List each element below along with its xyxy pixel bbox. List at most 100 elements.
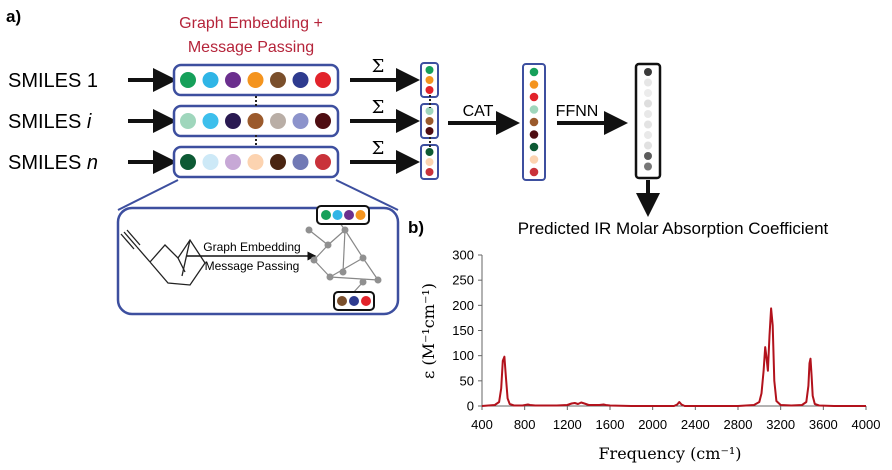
y-tick-label: 250 (452, 273, 474, 288)
pooled-node (425, 107, 434, 115)
smiles-index: i (87, 111, 92, 133)
ffnn-vector (644, 68, 652, 171)
embedding-node (315, 72, 331, 88)
input-rows: SMILES 1 Σ SMILES i Σ SMILES n Σ (8, 56, 420, 179)
inset-top-vector (321, 210, 366, 220)
panel-a: a) Graph Embedding + Message Passing SMI… (6, 7, 662, 316)
x-axis-label: Frequency (cm⁻¹) (598, 444, 741, 463)
pooled-node (425, 76, 434, 84)
embedding-node (225, 113, 241, 129)
cat-label: CAT (463, 103, 494, 120)
y-tick-label: 150 (452, 323, 474, 338)
input-row-1: SMILES 1 Σ (8, 56, 420, 97)
ffnn-node (644, 89, 652, 97)
spectrum-line (481, 307, 866, 407)
x-tick-label: 2000 (638, 417, 667, 432)
embedding-node (270, 154, 286, 170)
zoom-line-right (335, 179, 399, 211)
embedding-node (247, 113, 264, 129)
embedding-node (292, 154, 309, 170)
inset-bottom-vector (337, 296, 371, 306)
pooled-node (425, 86, 434, 94)
embedding-node (202, 72, 219, 88)
cat-node (529, 130, 539, 139)
cat-vector (529, 67, 539, 177)
inset-node (349, 296, 359, 306)
x-tick-label: 3200 (766, 417, 795, 432)
sum-symbol: Σ (372, 138, 385, 159)
inset-node (361, 296, 371, 306)
smiles-label: SMILES i (8, 111, 92, 133)
pooled-node (425, 127, 434, 135)
embedding-node (315, 154, 331, 170)
smiles-prefix: SMILES (8, 152, 87, 174)
pooled-node (425, 66, 434, 74)
embedding-node (180, 72, 196, 88)
pooled-node (425, 158, 434, 166)
panel-b: b) Predicted IR Molar Absorption Coeffic… (408, 218, 880, 463)
inset-node (332, 210, 343, 220)
ir-spectrum-chart: 0 50 100 150 200 250 300 400 800 1200 1600 2000 2400… (452, 248, 880, 433)
inset-box (116, 206, 400, 316)
x-tick-label: 4000 (852, 417, 881, 432)
pooled-vector (420, 103, 439, 139)
smiles-index: n (87, 152, 98, 174)
cat-node (529, 67, 539, 77)
y-tick-label: 200 (452, 298, 474, 313)
embedding-node (292, 113, 309, 129)
x-tick-label: 2800 (724, 417, 753, 432)
panel-b-label: b) (408, 218, 424, 237)
zoom-line-left (117, 179, 179, 211)
embedding-node (270, 113, 286, 129)
embedding-node (225, 72, 241, 88)
graph-nodes (305, 226, 382, 286)
input-row-2: SMILES i Σ (8, 97, 420, 138)
ffnn-node (644, 68, 652, 76)
embedding-node (202, 154, 219, 170)
smiles-prefix: SMILES (8, 111, 87, 133)
embedding-node (202, 113, 219, 129)
embedding-node (180, 154, 196, 170)
ffnn-node (644, 99, 652, 108)
pooled-vector (420, 144, 439, 180)
sum-symbol: Σ (372, 56, 385, 77)
embedding-node (315, 113, 331, 129)
pooled-node (425, 168, 434, 176)
inset-node (355, 210, 366, 220)
inset-caption-line1: Graph Embedding (203, 240, 300, 254)
y-tick-label: 0 (467, 399, 474, 414)
smiles-label: SMILES 1 (8, 70, 98, 92)
inset-node (337, 296, 347, 306)
chart-title: Predicted IR Molar Absorption Coefficien… (518, 219, 829, 238)
inset-node (321, 210, 331, 220)
ffnn-node (644, 141, 652, 150)
inset-caption-line2: Message Passing (205, 259, 300, 273)
embedding-node (292, 72, 309, 88)
inset-node (344, 210, 354, 220)
embedding-node (247, 72, 264, 88)
cat-node (529, 92, 539, 102)
pooled-vectors (420, 62, 439, 180)
embedding-node (247, 154, 264, 170)
y-axis-label: ε (M⁻¹cm⁻¹) (419, 283, 438, 379)
pooled-vector (420, 62, 439, 98)
ffnn-node (644, 152, 652, 160)
embedding-node (270, 72, 286, 88)
smiles-prefix: SMILES (8, 70, 87, 92)
x-tick-label: 3600 (809, 417, 838, 432)
input-row-3: SMILES n Σ (8, 138, 420, 179)
ffnn-node (644, 131, 652, 139)
ffnn-node (644, 110, 652, 118)
y-tick-label: 50 (460, 373, 474, 388)
top-caption-line2: Message Passing (188, 39, 314, 56)
y-tick-label: 100 (452, 348, 474, 363)
cat-node (529, 142, 539, 152)
x-tick-label: 2400 (681, 417, 710, 432)
top-caption-line1: Graph Embedding + (179, 15, 323, 32)
molecule-structure (120, 229, 206, 286)
sum-symbol: Σ (372, 97, 385, 118)
cat-node (529, 167, 539, 177)
cat-node (529, 105, 539, 114)
x-tick-label: 1200 (553, 417, 582, 432)
